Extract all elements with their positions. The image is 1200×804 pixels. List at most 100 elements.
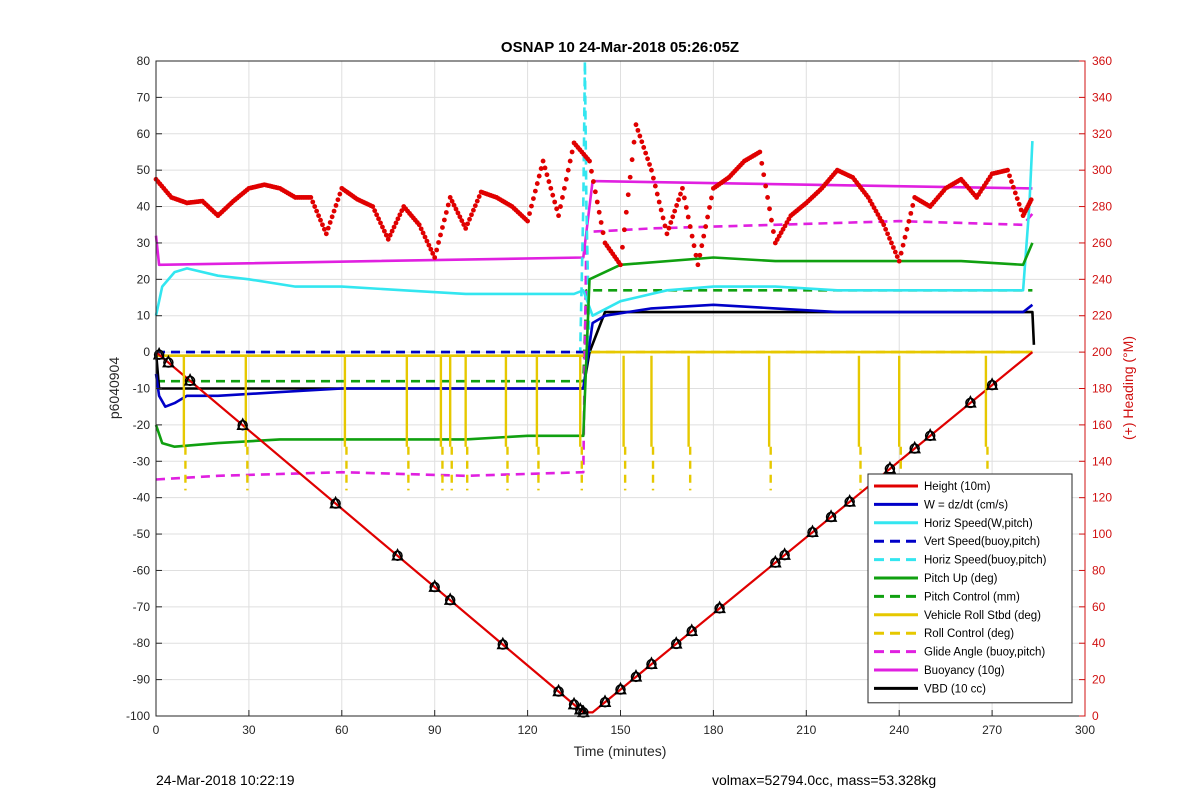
x-tick-label: 0 [153,723,160,737]
legend-entry: Vert Speed(buoy,pitch) [874,536,1040,548]
heading-point [767,206,772,212]
heading-point [687,224,693,229]
legend-label: VBD (10 cc) [924,683,986,695]
height-marker [443,592,457,606]
marker-circle [670,638,682,650]
heading-point [594,199,600,205]
heading-point [587,158,592,164]
heading-point [453,206,459,212]
heading-point [1005,167,1010,173]
heading-point [709,195,714,201]
heading-point [538,166,544,171]
roll-spikes [182,355,989,491]
heading-point [335,197,341,203]
heading-point [383,232,389,238]
heading-point [693,252,699,258]
x-tick-label: 120 [518,723,538,737]
heading-point [461,222,467,227]
heading-point [536,173,542,179]
y-right-tick-label: 140 [1092,454,1112,468]
legend-entry: Glide Angle (buoy,pitch) [874,647,1045,659]
heading-point [378,220,383,226]
legend-entry: Horiz Speed(W,pitch) [874,518,1033,530]
height-marker [645,656,658,670]
legend-label: Pitch Up (deg) [924,573,998,585]
x-tick-label: 210 [796,723,816,737]
y-left-tick-label: -80 [133,636,151,650]
heading-point [443,210,449,215]
marker-circle [578,707,589,718]
y-left-tick-label: 10 [137,309,151,323]
heading-point [331,208,337,214]
heading-point [910,203,916,208]
heading-point [385,236,391,242]
heading-point [544,172,550,178]
heading-point [1007,173,1012,179]
marker-circle [965,397,976,409]
height-marker [985,377,999,391]
y-right-tick-label: 120 [1092,491,1112,505]
marker-circle [986,379,998,391]
legend-entry: Pitch Control (mm) [874,591,1020,603]
height-marker [552,683,565,697]
heading-point [447,195,453,200]
height-marker [567,696,581,710]
marker-circle [497,639,509,650]
heading-point [550,192,556,198]
heading-point [471,207,476,213]
y-left-tick-label: -70 [133,600,151,614]
marker-circle [429,581,440,593]
heading-point [662,223,668,229]
heading-point [529,203,534,209]
heading-point [441,217,447,223]
marker-circle [884,463,896,475]
y-left-tick-label: 0 [143,345,150,359]
marker-circle [714,603,725,614]
heading-point [889,240,894,246]
heading-point [761,172,767,178]
marker-circle [163,357,174,368]
heading-point [374,212,380,218]
marker-circle [686,625,697,637]
x-tick-label: 270 [982,723,1002,737]
legend-entry: Pitch Up (deg) [874,573,998,585]
heading-point [689,233,695,239]
heading-point [381,228,387,234]
heading-point [678,191,683,197]
marker-circle [779,549,790,561]
heading-point [554,206,560,212]
legend-label: Horiz Speed(buoy,pitch) [924,555,1047,567]
y-right-tick-label: 100 [1092,527,1112,541]
heading-point [759,160,765,166]
heading-point [701,233,707,239]
height-marker [824,509,838,523]
height-marker [598,694,612,708]
heading-point [629,157,635,163]
heading-point [430,251,436,256]
legend-label: Pitch Control (mm) [924,591,1020,603]
y-right-tick-label: 60 [1092,600,1106,614]
heading-point [463,225,469,231]
x-tick-label: 240 [889,723,909,737]
legend-box [867,473,1073,704]
heading-point [649,167,654,173]
heading-point [660,215,666,221]
legend-label: Buoyancy (10g) [924,665,1005,677]
height-marker [614,681,627,695]
heading-point [337,191,343,197]
heading-point [598,220,604,225]
height-marker [152,346,166,360]
heading-point [591,179,596,184]
heading-point [534,181,540,186]
heading-point [424,238,430,244]
heading-point [469,212,474,218]
legend-label: Glide Angle (buoy,pitch) [924,647,1045,659]
y-left-tick-label: -50 [133,527,151,541]
heading-point [387,232,393,238]
legend-entry: Vehicle Roll Stbd (deg) [874,610,1041,622]
marker-circle [844,496,855,508]
height-marker [883,461,897,475]
heading-point [540,158,546,164]
heading-point [440,225,445,230]
heading-point [370,204,376,209]
